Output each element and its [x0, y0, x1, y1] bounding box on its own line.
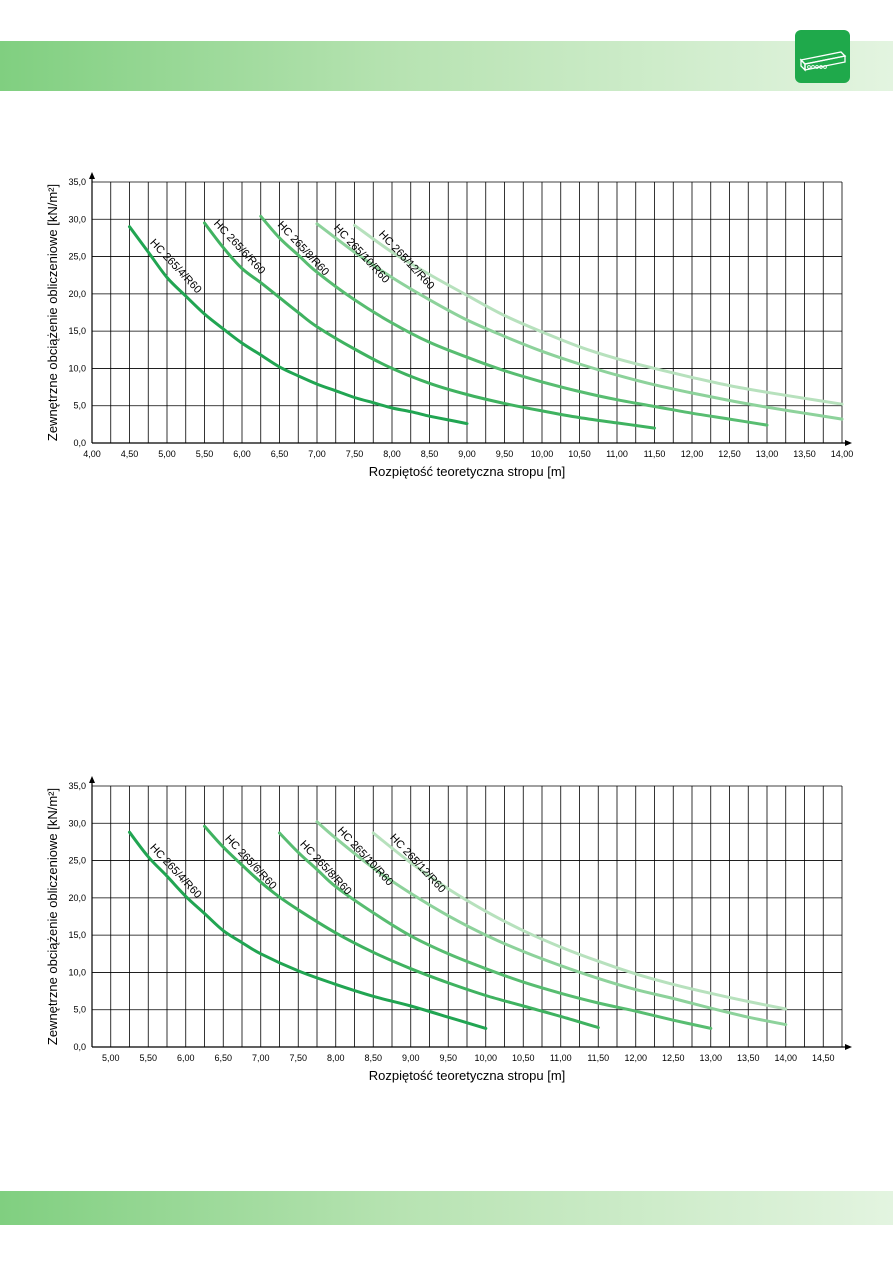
series-line — [353, 223, 844, 406]
x-tick-label: 11,00 — [550, 1053, 572, 1063]
x-tick-label: 5,50 — [139, 1053, 157, 1063]
x-tick-label: 11,00 — [606, 449, 628, 459]
y-axis-arrow-icon — [89, 776, 95, 783]
x-tick-label: 13,00 — [756, 449, 779, 459]
x-tick-label: 7,00 — [252, 1053, 270, 1063]
y-tick-label: 20,0 — [68, 893, 86, 903]
x-tick-label: 9,50 — [439, 1053, 457, 1063]
x-tick-label: 12,50 — [662, 1053, 685, 1063]
x-axis-title: Rozpiętość teoretyczna stropu [m] — [369, 1068, 566, 1083]
x-tick-label: 8,00 — [327, 1053, 345, 1063]
x-tick-label: 8,00 — [383, 449, 401, 459]
x-tick-label: 13,50 — [737, 1053, 760, 1063]
x-tick-label: 11,50 — [644, 449, 666, 459]
y-tick-label: 35,0 — [68, 177, 86, 187]
series-label: HC 265/6/R60 — [222, 833, 278, 892]
y-tick-label: 15,0 — [68, 930, 86, 940]
y-tick-label: 5,0 — [73, 401, 86, 411]
x-tick-label: 14,00 — [774, 1053, 797, 1063]
x-axis-arrow-icon — [845, 440, 852, 446]
x-tick-label: 8,50 — [364, 1053, 382, 1063]
x-tick-label: 14,00 — [831, 449, 854, 459]
y-axis-title: Zewnętrzne obciążenie obliczeniowe [kN/m… — [45, 788, 60, 1045]
series-line — [315, 820, 788, 1027]
x-tick-label: 9,00 — [458, 449, 476, 459]
x-tick-label: 6,50 — [214, 1053, 232, 1063]
series-label: HC 265/4/R60 — [147, 842, 203, 901]
load-span-chart-1: 4,00 4,50 5,00 5,50 6,00 6,50 7,00 7,50 8,00 8,50… — [0, 170, 893, 510]
y-tick-label: 10,0 — [68, 363, 86, 373]
series-line — [203, 824, 600, 1030]
series-line — [315, 222, 844, 421]
x-tick-label: 11,50 — [587, 1053, 609, 1063]
x-tick-label: 5,00 — [102, 1053, 120, 1063]
x-tick-label: 10,50 — [512, 1053, 535, 1063]
x-tick-label: 7,50 — [346, 449, 364, 459]
series-line — [203, 221, 656, 430]
series-line — [128, 830, 488, 1030]
y-axis-title: Zewnętrzne obciążenie obliczeniowe [kN/m… — [45, 184, 60, 441]
series-line — [259, 214, 769, 427]
x-tick-label: 6,00 — [177, 1053, 195, 1063]
y-tick-label: 30,0 — [68, 818, 86, 828]
x-tick-label: 13,50 — [793, 449, 816, 459]
series-line — [278, 831, 713, 1030]
x-tick-label: 4,00 — [83, 449, 101, 459]
x-tick-label: 4,50 — [121, 449, 139, 459]
x-tick-label: 5,00 — [158, 449, 176, 459]
load-span-chart-2: 5,00 5,50 6,00 6,50 7,00 7,50 8,00 8,50 9,00 9,50… — [0, 774, 893, 1114]
x-axis-title: Rozpiętość teoretyczna stropu [m] — [369, 464, 566, 479]
x-tick-label: 12,00 — [624, 1053, 647, 1063]
x-tick-label: 10,50 — [568, 449, 591, 459]
footer-band — [0, 1191, 893, 1225]
hollow-core-slab-icon — [795, 30, 850, 83]
series-label: HC 265/12/R60 — [387, 832, 447, 896]
y-tick-label: 10,0 — [68, 967, 86, 977]
x-tick-label: 6,50 — [271, 449, 289, 459]
x-tick-label: 14,50 — [812, 1053, 835, 1063]
y-tick-label: 0,0 — [73, 1042, 86, 1052]
x-tick-label: 10,00 — [531, 449, 554, 459]
x-tick-label: 8,50 — [421, 449, 439, 459]
x-tick-label: 9,00 — [402, 1053, 420, 1063]
x-tick-label: 6,00 — [233, 449, 251, 459]
y-tick-label: 35,0 — [68, 781, 86, 791]
y-tick-label: 20,0 — [68, 289, 86, 299]
y-axis-arrow-icon — [89, 172, 95, 179]
x-tick-label: 10,00 — [474, 1053, 497, 1063]
series-line — [128, 225, 469, 426]
header-band — [0, 41, 893, 91]
x-tick-label: 12,50 — [718, 449, 741, 459]
y-tick-label: 30,0 — [68, 214, 86, 224]
series-label: HC 265/6/R60 — [211, 218, 267, 277]
y-tick-label: 15,0 — [68, 326, 86, 336]
x-tick-label: 7,00 — [308, 449, 326, 459]
x-tick-label: 13,00 — [699, 1053, 722, 1063]
x-tick-label: 12,00 — [681, 449, 704, 459]
x-tick-label: 5,50 — [196, 449, 214, 459]
x-tick-label: 7,50 — [289, 1053, 307, 1063]
y-tick-label: 25,0 — [68, 252, 86, 262]
y-tick-label: 25,0 — [68, 856, 86, 866]
y-tick-label: 5,0 — [73, 1005, 86, 1015]
x-tick-label: 9,50 — [496, 449, 514, 459]
y-tick-label: 0,0 — [73, 438, 86, 448]
x-axis-arrow-icon — [845, 1044, 852, 1050]
series-line — [371, 831, 788, 1011]
